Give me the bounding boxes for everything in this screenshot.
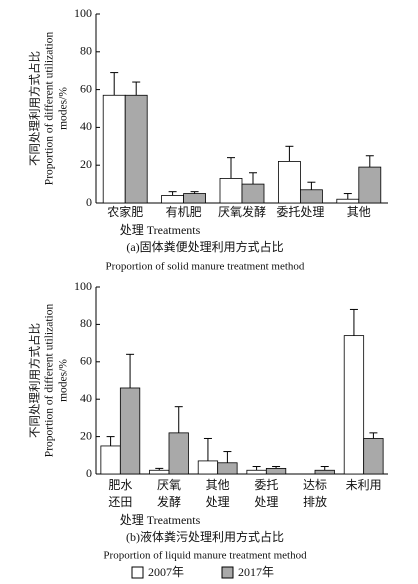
x-tick-label: 其他 — [206, 478, 230, 492]
y-axis-label: modes/% — [58, 87, 70, 130]
legend-swatch — [131, 566, 144, 579]
bar — [168, 432, 189, 475]
y-tick-label: 20 — [80, 157, 92, 171]
x-tick-label: 达标 — [303, 478, 327, 492]
bar — [100, 445, 121, 475]
y-axis-label: 不同处理利用方式占比 — [28, 323, 42, 438]
y-tick-label: 80 — [80, 316, 92, 330]
x-tick-label: 委托 — [254, 478, 278, 492]
caption: (b)液体粪污处理利用方式占比 — [126, 529, 284, 544]
legend-label: 2007年 — [148, 565, 184, 579]
x-tick-label: 发酵 — [157, 494, 181, 509]
y-tick-label: 100 — [74, 279, 92, 293]
bar — [183, 193, 207, 204]
x-tick-label: 肥水 — [108, 478, 132, 492]
y-tick-label: 60 — [80, 354, 92, 368]
bar — [343, 335, 365, 475]
x-tick-label: 还田 — [108, 495, 132, 509]
bar — [246, 469, 267, 475]
bar — [119, 387, 141, 475]
bar — [241, 183, 265, 204]
legend-swatch — [221, 566, 234, 579]
bar — [149, 469, 170, 475]
y-tick-label: 0 — [86, 195, 92, 209]
y-axis-label: Proportion of different utilization — [44, 304, 56, 458]
y-tick-label: 60 — [80, 81, 92, 95]
caption-en: Proportion of liquid manure treatment me… — [103, 550, 307, 562]
x-tick-label: 处理 — [206, 495, 230, 509]
x-tick-label: 有机肥 — [166, 205, 202, 219]
y-tick-label: 20 — [80, 428, 92, 442]
bar — [358, 166, 382, 204]
bar — [102, 94, 126, 204]
bar — [217, 462, 238, 475]
y-tick-label: 40 — [80, 119, 92, 133]
bar — [265, 467, 287, 475]
y-axis-label: Proportion of different utilization — [44, 32, 56, 186]
bar — [336, 198, 360, 204]
y-tick-label: 80 — [80, 44, 92, 58]
legend-label: 2017年 — [238, 565, 274, 579]
y-tick-label: 0 — [86, 466, 92, 480]
x-axis-label: 处理 Treatments — [120, 513, 201, 527]
bar — [219, 178, 243, 204]
x-tick-label: 厌氧发酵 — [218, 204, 266, 219]
caption: (a)固体粪便处理利用方式占比 — [126, 239, 283, 254]
x-tick-label: 其他 — [347, 205, 371, 219]
bar — [363, 438, 384, 475]
bar — [299, 189, 323, 204]
x-tick-label: 未利用 — [346, 478, 382, 492]
bar — [197, 460, 219, 475]
bar — [277, 161, 301, 204]
x-axis-label: 处理 Treatments — [120, 223, 201, 237]
caption-en: Proportion of solid manure treatment met… — [106, 261, 305, 273]
bar — [314, 469, 335, 475]
bar — [124, 94, 148, 204]
x-tick-label: 农家肥 — [107, 204, 143, 219]
y-axis-label: modes/% — [58, 359, 70, 402]
x-tick-label: 厌氧 — [157, 478, 181, 492]
x-tick-label: 处理 — [254, 495, 278, 509]
bar — [161, 195, 185, 204]
x-tick-label: 排放 — [303, 494, 327, 509]
y-tick-label: 100 — [74, 6, 92, 20]
y-axis-label: 不同处理利用方式占比 — [28, 51, 42, 166]
x-tick-label: 委托处理 — [276, 205, 324, 219]
y-tick-label: 40 — [80, 391, 92, 405]
